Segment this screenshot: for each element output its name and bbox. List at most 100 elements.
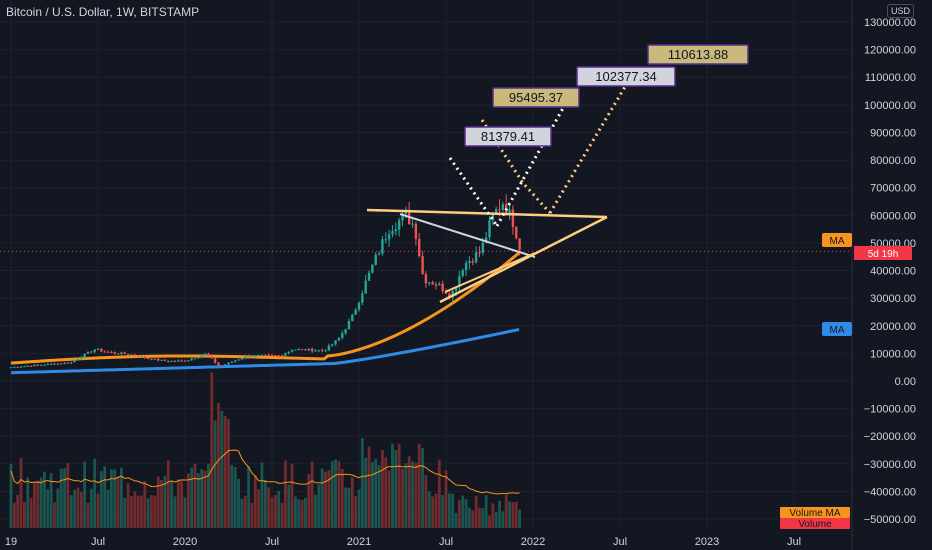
candle-body <box>270 354 274 356</box>
y-tick-label: 70000.00 <box>870 183 916 195</box>
candle-body <box>361 293 364 303</box>
y-tick-label: −20000.00 <box>864 431 916 443</box>
candle-body <box>150 358 153 360</box>
volume-bar <box>481 508 485 528</box>
y-tick-label: 40000.00 <box>870 266 916 278</box>
candle-body <box>304 349 307 351</box>
volume-bar <box>200 469 204 528</box>
volume-bar <box>451 493 455 528</box>
candle-body <box>290 350 294 352</box>
ma-fast-line <box>10 251 521 365</box>
volume-bar <box>243 495 247 528</box>
candle-body <box>244 355 247 359</box>
volume-bar <box>36 480 40 528</box>
volume-bar <box>518 509 522 528</box>
y-tick-label: 20000.00 <box>870 321 916 333</box>
candlesticks <box>9 194 521 369</box>
volume-bar <box>136 495 140 528</box>
candle-body <box>213 358 217 363</box>
candle-body <box>56 363 60 365</box>
volume-bar <box>106 489 110 528</box>
candle-body <box>307 348 311 351</box>
ma-badge <box>822 233 852 247</box>
candle-body <box>481 242 485 253</box>
candle-body <box>274 355 277 357</box>
candle-body <box>367 272 371 281</box>
candle-body <box>257 355 260 357</box>
price-target-box[interactable] <box>647 44 749 65</box>
price-targets[interactable]: 81379.41 95495.37 102377.34 110613.88 <box>464 44 749 147</box>
wedge-line[interactable] <box>399 213 536 258</box>
candle-body <box>518 238 521 250</box>
candle-body <box>515 226 518 239</box>
candle-body <box>183 360 187 362</box>
projection-81379[interactable] <box>448 157 499 227</box>
x-tick-label: 2023 <box>695 536 719 548</box>
volume-bar <box>320 468 324 528</box>
volume-bar <box>468 507 471 528</box>
candle-body <box>484 237 488 243</box>
candle-body <box>394 229 398 232</box>
volume-badge <box>780 518 850 529</box>
chart-drawings[interactable] <box>366 74 634 304</box>
candle-body <box>397 220 401 230</box>
ma-badge-label: MA <box>830 325 845 336</box>
candle-body <box>377 253 381 255</box>
candle-body <box>401 213 404 221</box>
candle-body <box>310 348 314 352</box>
price-target-box[interactable] <box>576 66 676 87</box>
volume-bar <box>183 497 187 528</box>
y-axis[interactable]: 130000.00 120000.00 110000.00 100000.00 9000… <box>864 17 916 526</box>
volume-bar <box>163 475 167 528</box>
volume-bar <box>39 477 43 528</box>
volume-bar <box>113 469 117 528</box>
price-target-box[interactable] <box>492 87 580 108</box>
volume-bar <box>99 471 103 528</box>
support-line[interactable] <box>439 215 608 304</box>
candle-body <box>461 270 464 276</box>
x-axis[interactable]: 19 Jul 2020 Jul 2021 Jul 2022 Jul 2023 Jul <box>5 536 801 548</box>
volume-bar <box>498 500 501 528</box>
volume-bar <box>283 460 287 528</box>
volume-bar <box>56 488 60 528</box>
candle-body <box>13 366 16 368</box>
candle-body <box>468 261 471 264</box>
volume-bar <box>76 487 80 528</box>
x-tick-label: Jul <box>91 536 105 548</box>
volume-bar <box>437 459 441 528</box>
candle-body <box>43 364 46 366</box>
volume-bar <box>257 489 261 528</box>
volume-ma <box>10 449 520 495</box>
candle-body <box>371 264 374 273</box>
candle-body <box>498 209 501 211</box>
volume-bar <box>69 495 73 528</box>
currency-badge[interactable]: USD <box>887 4 915 18</box>
volume-bar <box>170 480 174 528</box>
volume-bar <box>120 467 123 528</box>
volume-bar <box>247 466 250 528</box>
candle-body <box>133 354 137 356</box>
volume-bar <box>407 456 411 528</box>
volume-bar <box>126 483 130 528</box>
candle-body <box>471 261 474 263</box>
y-tick-label: 30000.00 <box>870 293 916 305</box>
volume-bar <box>150 495 153 528</box>
volume-bar <box>210 372 214 528</box>
volume-bar <box>461 495 465 528</box>
volume-bar <box>22 501 26 528</box>
candle-body <box>63 362 66 364</box>
volume-bar <box>377 465 381 528</box>
wedge-support-line[interactable] <box>444 252 536 293</box>
volume-bar <box>12 502 16 528</box>
volume-bar <box>46 489 50 528</box>
projection-110613[interactable] <box>548 74 634 214</box>
volume-bar <box>207 463 210 528</box>
price-target-box[interactable] <box>464 126 552 147</box>
volume-bar <box>116 476 120 528</box>
price-timer-badge <box>854 246 912 260</box>
candle-body <box>428 282 431 284</box>
candle-body <box>33 364 36 367</box>
candle-body <box>203 353 207 356</box>
